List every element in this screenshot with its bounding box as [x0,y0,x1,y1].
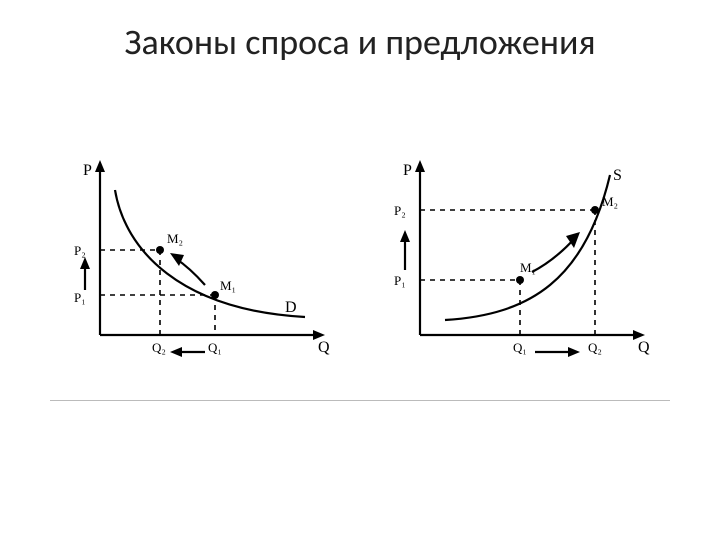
q1-label: Q₁ [513,340,527,355]
point-m1 [211,291,219,299]
m1-label: M₁ [520,260,536,275]
page-title: Законы спроса и предложения [0,20,720,64]
charts-container: P Q D P₂ P₁ Q₂ Q₁ M₂ M₁ [50,140,670,401]
curve-label: D [285,299,297,316]
price-arrow-head-icon [400,230,410,242]
qty-arrow-head-icon [170,347,182,357]
supply-chart: P Q S P₂ P₁ Q₁ Q₂ M₁ M₂ [370,140,670,380]
q1-label: Q₁ [208,340,222,355]
q2-label: Q₂ [152,340,166,355]
price-arrow-head-icon [80,257,90,269]
y-axis-label: P [403,162,412,179]
y-axis-arrow-icon [95,160,105,172]
m2-label: M₂ [602,194,618,209]
p1-label: P₁ [394,273,406,288]
demand-svg: P Q D P₂ P₁ Q₂ Q₁ M₂ M₁ [50,140,350,380]
demand-curve [115,190,305,317]
q2-label: Q₂ [588,340,602,355]
supply-svg: P Q S P₂ P₁ Q₁ Q₂ M₁ M₂ [370,140,670,380]
p2-label: P₂ [74,243,86,258]
point-m2 [156,246,164,254]
y-axis-arrow-icon [415,160,425,172]
point-m2 [591,206,599,214]
p1-label: P₁ [74,290,86,305]
p2-label: P₂ [394,203,406,218]
demand-chart: P Q D P₂ P₁ Q₂ Q₁ M₂ M₁ [50,140,350,380]
curve-label: S [613,167,622,184]
y-axis-label: P [83,162,92,179]
qty-arrow-head-icon [568,347,580,357]
x-axis-label: Q [638,339,650,356]
x-axis-label: Q [318,339,330,356]
supply-curve [445,175,610,320]
m2-label: M₂ [167,231,183,246]
m1-label: M₁ [220,278,236,293]
point-m1 [516,276,524,284]
